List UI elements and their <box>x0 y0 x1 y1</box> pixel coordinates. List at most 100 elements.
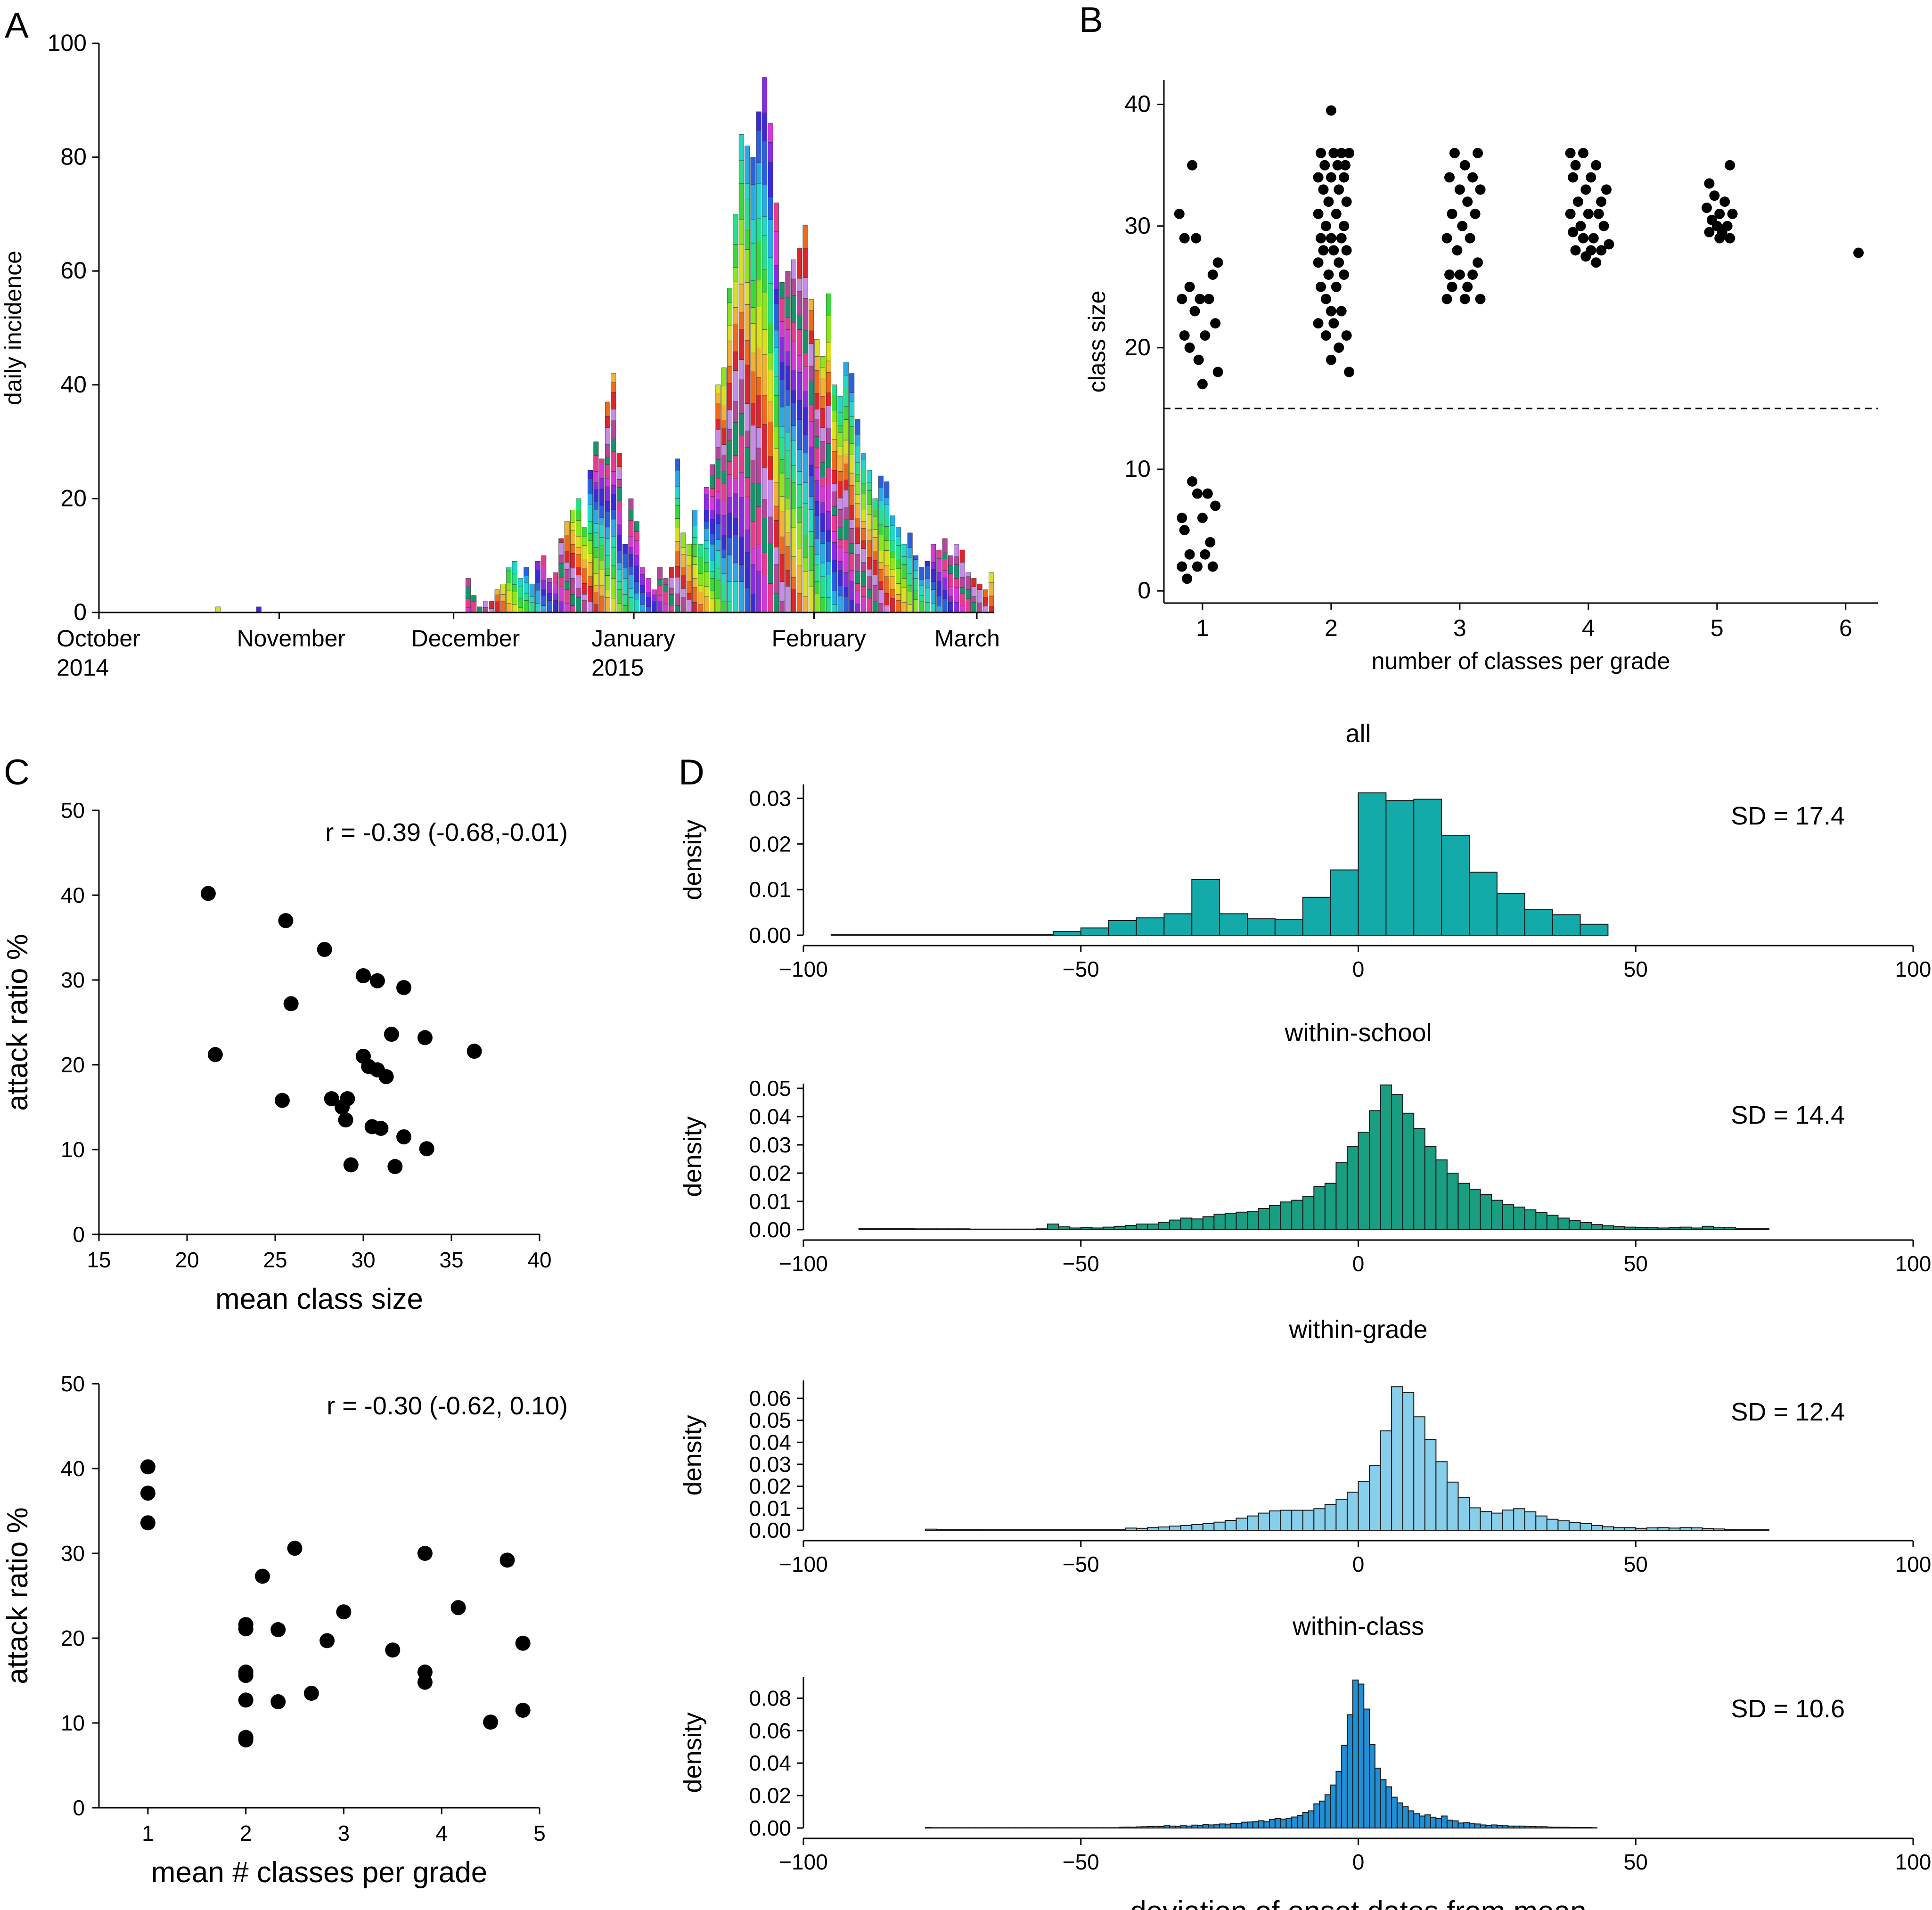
histogram-bar <box>1147 1224 1159 1230</box>
incidence-bar-segment <box>588 586 593 602</box>
incidence-bar-segment <box>826 372 831 393</box>
histogram-bar <box>1613 1226 1625 1230</box>
histogram-bar <box>1469 872 1498 936</box>
incidence-bar-segment <box>599 546 605 561</box>
incidence-bar-segment <box>820 462 826 477</box>
incidence-bar-segment <box>524 576 529 583</box>
y-tick-label: 80 <box>60 144 87 170</box>
incidence-bar-segment <box>785 450 791 479</box>
incidence-bar-segment <box>529 596 535 603</box>
incidence-bar-segment <box>895 559 901 569</box>
data-point <box>1320 294 1331 304</box>
data-point <box>303 1686 319 1701</box>
incidence-bar-segment <box>628 588 634 598</box>
incidence-bar-segment <box>837 561 843 571</box>
incidence-bar-segment <box>954 578 959 588</box>
y-tick-label: 0.06 <box>749 1386 791 1411</box>
incidence-bar-segment <box>907 532 913 548</box>
incidence-bar-segment <box>849 416 855 427</box>
incidence-bar-segment <box>779 298 785 322</box>
correlation-annotation: r = -0.39 (-0.68,-0.01) <box>325 818 568 847</box>
data-point <box>1704 227 1715 237</box>
incidence-bar-segment <box>977 603 982 613</box>
incidence-bar-segment <box>768 196 773 220</box>
data-point <box>1184 549 1195 560</box>
incidence-bar-segment <box>581 600 587 613</box>
data-point <box>483 1714 499 1730</box>
incidence-bar-segment <box>570 578 575 595</box>
incidence-bar-segment <box>867 589 872 599</box>
histogram-bar <box>1713 1227 1725 1231</box>
incidence-bar-segment <box>535 561 540 570</box>
incidence-bar-segment <box>867 540 872 558</box>
incidence-bar-segment <box>692 564 698 579</box>
incidence-bar-segment <box>710 560 715 572</box>
histogram-bar <box>1025 934 1054 936</box>
histogram-bar <box>1330 869 1359 936</box>
incidence-bar-segment <box>738 359 744 380</box>
incidence-bar-segment <box>733 351 738 371</box>
data-point <box>1326 354 1336 365</box>
histogram-bar <box>1580 923 1609 936</box>
incidence-bar-segment <box>611 420 616 439</box>
incidence-bar-segment <box>721 601 727 613</box>
incidence-bar-segment <box>930 589 936 604</box>
histogram-bar <box>958 1228 971 1230</box>
incidence-bar-segment <box>762 395 768 424</box>
incidence-bar-segment <box>506 603 512 613</box>
incidence-bar-segment <box>832 542 837 561</box>
incidence-bar-segment <box>867 514 872 531</box>
histogram-title: within-class <box>1292 1612 1424 1641</box>
incidence-bar-segment <box>802 596 808 613</box>
histogram-bar <box>1269 1510 1281 1531</box>
data-point <box>238 1668 254 1683</box>
x-tick-label: 2014 <box>57 654 109 681</box>
incidence-bar-segment <box>588 494 593 505</box>
y-tick-label: 0.05 <box>749 1408 791 1433</box>
data-point <box>1313 318 1324 329</box>
data-point <box>1462 281 1473 292</box>
incidence-bar-segment <box>832 451 837 471</box>
incidence-bar-segment <box>843 406 849 420</box>
data-point <box>1197 379 1208 390</box>
incidence-bar-segment <box>692 587 698 603</box>
histogram-bar <box>1330 1784 1337 1828</box>
incidence-bar-segment <box>558 563 564 578</box>
incidence-bar-segment <box>948 602 953 613</box>
incidence-bar-segment <box>785 532 791 547</box>
incidence-bar-segment <box>605 555 611 569</box>
incidence-bar-segment <box>802 535 808 558</box>
incidence-bar-segment <box>616 479 622 488</box>
x-tick-label: −100 <box>779 1850 828 1874</box>
incidence-bar-segment <box>669 567 674 578</box>
incidence-bar-segment <box>750 219 756 244</box>
incidence-bar-segment <box>564 589 570 604</box>
incidence-bar-segment <box>616 551 622 563</box>
incidence-bar-segment <box>878 581 884 590</box>
incidence-bar-segment <box>959 549 965 563</box>
incidence-bar-segment <box>901 578 907 588</box>
data-point <box>324 1091 339 1106</box>
y-tick-label: 40 <box>60 371 87 398</box>
incidence-bar-segment <box>989 572 994 583</box>
histogram-bar <box>980 1228 993 1231</box>
data-point <box>515 1703 531 1718</box>
incidence-bar-segment <box>745 588 750 613</box>
incidence-bar-segment <box>797 314 802 330</box>
y-tick-label: 0.02 <box>749 1474 791 1499</box>
incidence-bar-segment <box>849 528 855 544</box>
data-point <box>1179 525 1190 536</box>
incidence-bar-segment <box>832 411 837 422</box>
histogram-bar <box>1313 1803 1320 1828</box>
data-point <box>1704 178 1715 189</box>
histogram-bar <box>1735 1228 1747 1230</box>
incidence-bar-segment <box>942 538 948 553</box>
data-point <box>417 1030 433 1045</box>
incidence-bar-segment <box>593 455 599 472</box>
histogram-bar <box>1552 1827 1559 1829</box>
y-tick-label: 0.01 <box>749 877 791 902</box>
incidence-bar-segment <box>215 606 221 613</box>
incidence-bar-segment <box>564 569 570 582</box>
